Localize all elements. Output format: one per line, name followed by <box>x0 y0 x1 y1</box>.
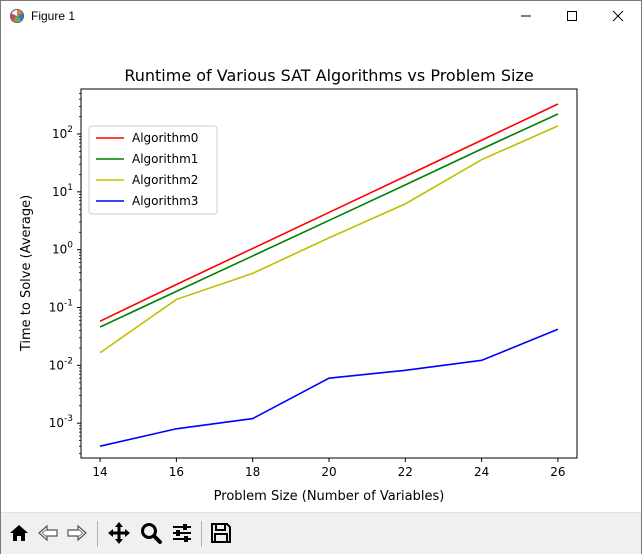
minimize-button[interactable] <box>503 1 549 31</box>
series-line-algorithm3 <box>99 328 559 447</box>
chart-title: Runtime of Various SAT Algorithms vs Pro… <box>124 66 533 85</box>
floppy-disk-icon <box>211 523 231 543</box>
title-bar: Figure 1 <box>1 1 641 31</box>
x-tick-label: 24 <box>474 465 489 479</box>
x-tick-label: 26 <box>550 465 565 479</box>
y-tick-label: 100 <box>52 241 73 257</box>
y-tick-label: 101 <box>52 183 73 199</box>
save-button[interactable] <box>207 519 235 547</box>
home-icon <box>10 525 28 541</box>
arrow-left-icon <box>38 524 58 542</box>
legend-label: Algorithm0 <box>132 131 198 145</box>
sliders-icon <box>173 524 191 542</box>
x-tick-label: 16 <box>169 465 184 479</box>
legend-label: Algorithm2 <box>132 173 198 187</box>
x-axis-label: Problem Size (Number of Variables) <box>214 489 445 504</box>
toolbar-separator <box>97 521 98 547</box>
minimize-icon <box>521 15 531 17</box>
legend-label: Algorithm3 <box>132 194 198 208</box>
x-axis-ticks: 14 16 18 20 22 24 26 <box>92 458 566 479</box>
x-tick-label: 18 <box>245 465 260 479</box>
matplotlib-icon <box>10 9 24 23</box>
y-axis-ticks: 10-3 10-2 10-1 100 101 102 <box>49 93 81 454</box>
zoom-button[interactable] <box>137 519 165 547</box>
y-tick-label: 10-1 <box>49 299 73 315</box>
series-line-algorithm1 <box>99 113 559 328</box>
y-tick-label: 102 <box>52 125 73 141</box>
legend: Algorithm0 Algorithm1 Algorithm2 Algorithm3 <box>88 125 218 215</box>
legend-box <box>88 125 218 215</box>
magnifier-icon <box>141 523 162 544</box>
maximize-button[interactable] <box>549 1 595 31</box>
configure-subplots-button[interactable] <box>168 519 196 547</box>
series-line-algorithm2 <box>99 125 559 354</box>
home-button[interactable] <box>5 519 33 547</box>
close-icon <box>612 10 624 22</box>
back-button[interactable] <box>34 519 62 547</box>
legend-label: Algorithm1 <box>132 152 198 166</box>
forward-button[interactable] <box>63 519 91 547</box>
y-tick-label: 10-2 <box>49 356 73 372</box>
navigation-toolbar <box>1 512 641 554</box>
y-axis-label: Time to Solve (Average) <box>19 195 34 352</box>
pan-button[interactable] <box>105 519 133 547</box>
move-icon <box>108 522 130 544</box>
series-lines <box>99 103 559 447</box>
maximize-icon <box>567 11 577 21</box>
series-line-algorithm0 <box>99 103 559 322</box>
window-title: Figure 1 <box>31 9 76 23</box>
figure-canvas: Runtime of Various SAT Algorithms vs Pro… <box>1 31 641 511</box>
toolbar-separator <box>201 521 202 547</box>
y-tick-label: 10-3 <box>49 414 73 430</box>
x-tick-label: 22 <box>398 465 413 479</box>
arrow-right-icon <box>67 524 87 542</box>
x-tick-label: 14 <box>92 465 107 479</box>
x-tick-label: 20 <box>321 465 336 479</box>
line-chart: Runtime of Various SAT Algorithms vs Pro… <box>19 66 578 504</box>
close-button[interactable] <box>595 1 641 31</box>
